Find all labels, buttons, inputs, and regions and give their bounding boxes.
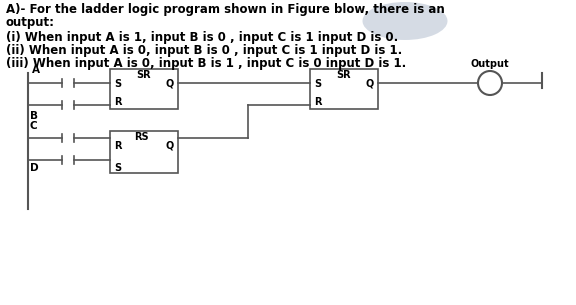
Bar bbox=[110, 69, 178, 109]
Text: SR: SR bbox=[336, 70, 350, 80]
Text: output:: output: bbox=[6, 16, 55, 29]
Text: A)- For the ladder logic program shown in Figure blow, there is an: A)- For the ladder logic program shown i… bbox=[6, 3, 445, 16]
Text: S: S bbox=[314, 79, 321, 89]
Text: R: R bbox=[314, 97, 321, 107]
Text: S: S bbox=[114, 163, 121, 173]
Text: Q: Q bbox=[166, 79, 175, 89]
Text: (i) When input A is 1, input B is 0 , input C is 1 input D is 0.: (i) When input A is 1, input B is 0 , in… bbox=[6, 31, 398, 44]
Text: SR: SR bbox=[136, 70, 150, 80]
Bar bbox=[310, 69, 378, 109]
Bar bbox=[110, 131, 178, 173]
Text: B: B bbox=[30, 111, 38, 121]
Ellipse shape bbox=[362, 2, 448, 40]
Text: R: R bbox=[114, 97, 122, 107]
Text: Q: Q bbox=[166, 141, 175, 151]
Text: (ii) When input A is 0, input B is 0 , input C is 1 input D is 1.: (ii) When input A is 0, input B is 0 , i… bbox=[6, 44, 402, 57]
Text: C: C bbox=[30, 121, 37, 131]
Text: A: A bbox=[32, 65, 40, 75]
Text: R: R bbox=[114, 141, 122, 151]
Text: (iii) When input A is 0, input B is 1 , input C is 0 input D is 1.: (iii) When input A is 0, input B is 1 , … bbox=[6, 57, 406, 70]
Circle shape bbox=[478, 71, 502, 95]
Text: S: S bbox=[114, 79, 121, 89]
Text: Q: Q bbox=[366, 79, 374, 89]
Text: RS: RS bbox=[134, 132, 149, 142]
Text: D: D bbox=[30, 163, 39, 173]
Text: Output: Output bbox=[471, 59, 509, 69]
